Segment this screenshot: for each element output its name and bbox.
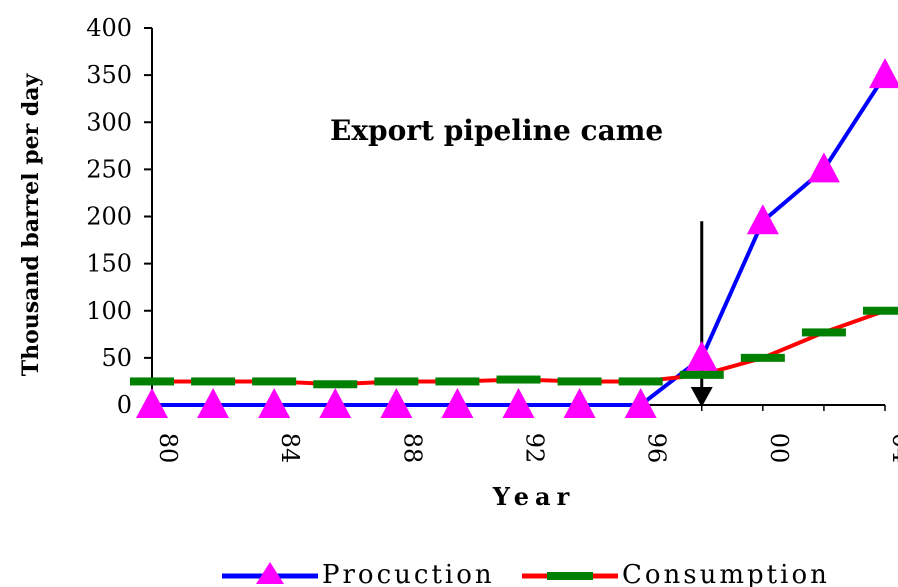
y-tick-label: 250	[86, 155, 132, 183]
data-point-production	[258, 388, 291, 418]
y-tick-label: 200	[86, 203, 132, 231]
x-axis-label: Year	[492, 482, 576, 511]
data-point-production	[441, 388, 474, 418]
x-tick-label: 96	[643, 433, 671, 464]
y-tick-label: 0	[117, 391, 132, 419]
legend: Procuction Consumption	[222, 560, 830, 587]
x-tick-label: 92	[521, 433, 549, 464]
data-point-production	[380, 388, 413, 418]
data-point-production	[685, 340, 718, 371]
y-tick-label: 100	[86, 297, 132, 325]
legend-consumption-label: Consumption	[622, 560, 830, 587]
data-point-production	[807, 152, 840, 183]
legend-production-label: Procuction	[322, 560, 495, 587]
legend-item-production: Procuction	[222, 560, 495, 587]
data-point-consumption	[679, 370, 724, 379]
annotation-text: Export pipeline came	[330, 114, 663, 147]
data-point-consumption	[130, 377, 174, 386]
legend-item-consumption: Consumption	[522, 560, 830, 587]
y-tick-label: 350	[86, 61, 132, 89]
legend-production-marker	[256, 562, 284, 584]
data-point-production	[197, 388, 230, 418]
y-tick-label: 300	[86, 108, 132, 136]
x-axis-ticks: 80 84 88 92 96 00 04	[151, 405, 898, 464]
data-point-production	[563, 388, 596, 418]
data-point-consumption	[313, 380, 358, 389]
data-point-production	[624, 388, 657, 418]
legend-consumption-marker	[547, 572, 593, 580]
data-point-production	[746, 204, 779, 235]
x-tick-label: 04	[887, 433, 898, 464]
data-point-consumption	[618, 377, 663, 386]
data-point-production	[869, 58, 898, 89]
y-axis-ticks: 0 50 100 150 200 250 300 350 400	[86, 14, 152, 419]
annotation: Export pipeline came	[330, 114, 713, 407]
x-tick-label: 88	[398, 433, 426, 464]
data-point-production	[502, 388, 535, 418]
y-axis-label: Thousand barrel per day	[18, 72, 44, 376]
data-point-consumption	[435, 377, 480, 386]
data-point-consumption	[557, 377, 602, 386]
y-tick-label: 50	[101, 344, 132, 372]
series-line-consumption	[152, 308, 886, 387]
y-tick-label: 150	[86, 250, 132, 278]
data-point-production	[136, 388, 168, 418]
data-point-production	[319, 388, 352, 418]
x-tick-label: 84	[276, 433, 304, 464]
chart-axes	[151, 28, 885, 406]
annotation-arrow-head	[690, 387, 713, 407]
data-point-consumption	[740, 353, 785, 362]
series-markers	[130, 58, 898, 418]
data-point-consumption	[374, 377, 419, 386]
x-tick-label: 80	[154, 433, 182, 464]
data-point-consumption	[801, 328, 846, 337]
data-point-consumption	[863, 306, 898, 315]
data-point-consumption	[496, 375, 541, 384]
x-tick-label: 00	[765, 433, 793, 464]
data-point-consumption	[191, 377, 236, 386]
y-tick-label: 400	[86, 14, 132, 42]
data-point-consumption	[252, 377, 297, 386]
